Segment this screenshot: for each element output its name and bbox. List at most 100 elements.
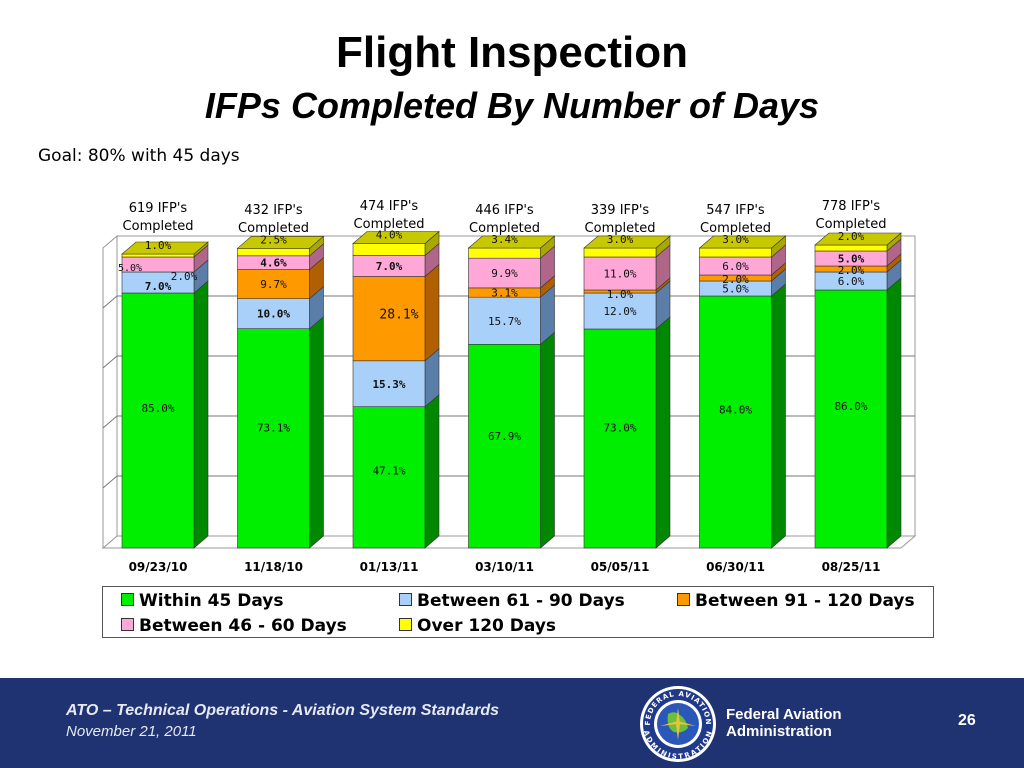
- extra-data-label: 2.0%: [171, 270, 198, 283]
- legend-label: Between 61 - 90 Days: [417, 591, 625, 611]
- legend-swatch: [399, 592, 412, 606]
- data-label: 1.0%: [145, 239, 172, 252]
- data-label: 3.0%: [722, 233, 749, 246]
- x-tick-label: 03/10/11: [475, 560, 534, 574]
- data-label: 15.3%: [372, 378, 405, 391]
- bar-segment: [352, 406, 426, 549]
- bar-top: [698, 235, 787, 249]
- data-label: 7.0%: [376, 260, 403, 273]
- data-label: 67.9%: [488, 430, 521, 443]
- bar-segment: [814, 244, 888, 252]
- page-number: 26: [958, 712, 976, 729]
- bar-side: [886, 277, 902, 549]
- data-label: 4.0%: [376, 229, 403, 242]
- chart-legend: Within 45 Days Between 61 - 90 Days Betw…: [102, 586, 934, 638]
- data-label: 2.0%: [722, 273, 749, 286]
- bar-side: [771, 283, 786, 549]
- legend-item-between-46-60-days: Between 46 - 60 Days: [121, 615, 347, 637]
- slide-subtitle: IFPs Completed By Number of Days: [204, 85, 820, 126]
- data-label: 3.4%: [491, 233, 518, 246]
- bar-side: [655, 316, 671, 549]
- footer-bar: ATO – Technical Operations - Aviation Sy…: [0, 678, 1024, 768]
- bar-side: [424, 263, 440, 362]
- data-label: 28.1%: [379, 308, 418, 323]
- bar-segment: [699, 247, 772, 258]
- data-label: 10.0%: [257, 308, 290, 321]
- data-label: 2.0%: [838, 230, 865, 243]
- data-label: 9.7%: [260, 278, 287, 291]
- bar-segment: [468, 257, 541, 289]
- data-label: 1.0%: [607, 288, 634, 301]
- bar-top: [583, 235, 671, 249]
- footer-date: November 21, 2011: [66, 723, 197, 740]
- legend-item-between-91-120-days: Between 91 - 120 Days: [677, 590, 915, 612]
- legend-label: Over 120 Days: [417, 616, 557, 636]
- bar-segment: [814, 289, 888, 549]
- bar-segment: [583, 247, 657, 258]
- x-tick-label: 08/25/11: [822, 560, 881, 574]
- bar-top: [467, 235, 556, 249]
- agency-name: Federal Aviation Administration: [726, 706, 842, 740]
- legend-item-over-120-days: Over 120 Days: [399, 615, 556, 637]
- legend-swatch: [399, 617, 412, 631]
- bar-segment: [121, 292, 195, 549]
- goal-text: Goal: 80% with 45 days: [38, 146, 240, 166]
- bar-segment: [237, 247, 310, 257]
- column-header-count: 446 IFP's: [475, 203, 534, 218]
- agency-name-line-2: Administration: [726, 723, 832, 740]
- column-header-label: Completed: [238, 221, 309, 236]
- agency-name-line-1: Federal Aviation: [726, 706, 842, 723]
- bar-segment: [583, 256, 657, 291]
- faa-seal-icon: FEDERAL AVIATION ADMINISTRATION: [640, 686, 716, 762]
- data-label: 7.0%: [145, 280, 172, 293]
- column-header-label: Completed: [469, 221, 540, 236]
- footer-organization: ATO – Technical Operations - Aviation Sy…: [66, 702, 499, 719]
- column-header-count: 778 IFP's: [822, 199, 881, 214]
- bar-side: [193, 280, 209, 549]
- data-label: 4.6%: [260, 257, 287, 270]
- data-label: 5.0%: [838, 253, 865, 266]
- legend-item-between-61-90-days: Between 61 - 90 Days: [399, 590, 625, 612]
- x-tick-label: 05/05/11: [591, 560, 650, 574]
- data-label: 6.0%: [838, 275, 865, 288]
- bar-side: [424, 394, 440, 549]
- bar-segment: [468, 247, 541, 259]
- column-header-count: 547 IFP's: [706, 203, 765, 218]
- stacked-bar-chart: 85.0%7.0%5.0%1.0%73.1%10.0%9.7%4.6%2.5%4…: [101, 199, 917, 574]
- data-label: 12.0%: [603, 305, 636, 318]
- column-header-label: Completed: [585, 221, 656, 236]
- bar-segment: [352, 243, 426, 256]
- bar-segment: [352, 360, 426, 408]
- data-label: 9.9%: [491, 267, 518, 280]
- bar-top: [236, 235, 325, 249]
- bar-segment: [237, 269, 310, 299]
- column-header-count: 474 IFP's: [360, 199, 419, 214]
- data-label: 5.0%: [118, 263, 142, 274]
- bar-segment: [583, 328, 657, 549]
- x-tick-label: 01/13/11: [360, 560, 419, 574]
- data-label: 85.0%: [141, 402, 174, 415]
- data-label: 15.7%: [488, 315, 521, 328]
- bar-segment: [699, 295, 772, 549]
- bar-segment: [121, 253, 195, 258]
- left-wall: [102, 234, 118, 550]
- legend-swatch: [121, 617, 134, 631]
- legend-item-within-45-days: Within 45 Days: [121, 590, 284, 612]
- data-label: 5.0%: [722, 283, 749, 296]
- data-label: 2.0%: [838, 264, 865, 277]
- bar-top: [121, 241, 209, 255]
- data-label: 6.0%: [722, 260, 749, 273]
- data-label: 3.0%: [607, 233, 634, 246]
- column-header-label: Completed: [700, 221, 771, 236]
- bar-top: [814, 232, 902, 246]
- x-tick-label: 09/23/10: [129, 560, 188, 574]
- column-header-label: Completed: [816, 217, 887, 232]
- x-tick-label: 11/18/10: [244, 560, 303, 574]
- slide-title: Flight Inspection: [336, 28, 688, 77]
- column-header-count: 619 IFP's: [129, 201, 188, 216]
- data-label: 47.1%: [372, 464, 405, 477]
- data-label: 84.0%: [719, 403, 752, 416]
- bar-segment: [583, 292, 657, 330]
- x-tick-label: 06/30/11: [706, 560, 765, 574]
- data-label: 73.0%: [603, 422, 636, 435]
